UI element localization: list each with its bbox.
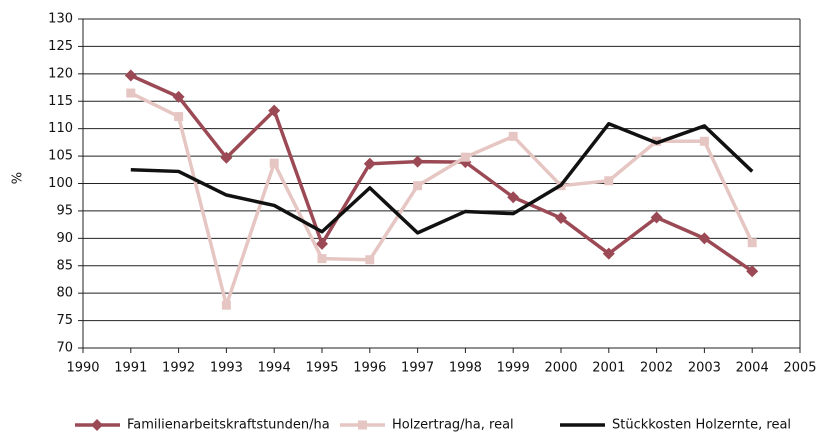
point xyxy=(698,232,711,245)
point xyxy=(699,136,709,146)
point xyxy=(747,238,757,248)
point xyxy=(602,247,615,260)
x-tick-label: 1998 xyxy=(449,361,482,376)
x-tick-label: 1996 xyxy=(353,361,386,376)
y-tick-label: 130 xyxy=(48,12,73,27)
y-tick-label: 70 xyxy=(56,341,73,356)
point xyxy=(508,131,518,141)
point xyxy=(172,90,185,103)
point xyxy=(365,255,375,265)
x-tick-label: 1993 xyxy=(210,361,243,376)
series-line xyxy=(130,121,754,235)
x-tick-label: 1992 xyxy=(162,361,195,376)
legend-label: Familienarbeitskraftstunden/ha xyxy=(127,418,330,433)
y-tick-label: 115 xyxy=(48,94,73,109)
y-tick-label: 105 xyxy=(48,149,73,164)
series-line xyxy=(130,91,754,307)
point xyxy=(316,237,328,250)
point xyxy=(220,151,233,164)
y-axis-label: % xyxy=(11,172,26,184)
legend-label: Holzertrag/ha, real xyxy=(392,418,514,433)
x-tick-label: 1990 xyxy=(66,361,99,376)
y-tick-label: 75 xyxy=(56,313,73,328)
legend-marker xyxy=(91,419,103,431)
point xyxy=(317,254,327,264)
y-tick-label: 80 xyxy=(56,286,73,301)
x-tick-label: 1991 xyxy=(114,361,147,376)
point xyxy=(460,152,470,162)
series-line xyxy=(130,73,754,273)
y-tick-label: 90 xyxy=(56,231,73,246)
point xyxy=(221,300,231,310)
point xyxy=(363,157,376,170)
x-tick-label: 1999 xyxy=(497,361,530,376)
point xyxy=(555,212,567,225)
point xyxy=(174,112,184,122)
x-tick-label: 2005 xyxy=(783,361,816,376)
point xyxy=(126,88,136,98)
y-tick-label: 85 xyxy=(56,258,73,273)
x-tick-label: 1995 xyxy=(305,361,338,376)
x-tick-label: 1994 xyxy=(258,361,291,376)
x-tick-label: 1997 xyxy=(401,361,434,376)
point xyxy=(507,191,520,204)
point xyxy=(604,176,614,186)
legend-marker xyxy=(358,420,367,430)
y-tick-label: 125 xyxy=(48,39,73,54)
x-tick-label: 2002 xyxy=(640,361,673,376)
y-tick-label: 95 xyxy=(56,203,73,218)
x-tick-label: 2003 xyxy=(688,361,721,376)
legend-label: Stückkosten Holzernte, real xyxy=(612,418,791,433)
y-tick-label: 110 xyxy=(48,121,73,136)
point xyxy=(268,104,281,117)
y-tick-label: 100 xyxy=(48,176,73,191)
y-tick-label: 120 xyxy=(48,66,73,81)
point xyxy=(413,181,423,191)
x-tick-label: 2000 xyxy=(544,361,577,376)
point xyxy=(269,158,279,168)
point xyxy=(650,211,663,224)
point xyxy=(411,155,424,168)
x-tick-label: 2001 xyxy=(592,361,625,376)
x-tick-label: 2004 xyxy=(736,361,769,376)
point xyxy=(746,265,759,278)
point xyxy=(124,69,137,82)
